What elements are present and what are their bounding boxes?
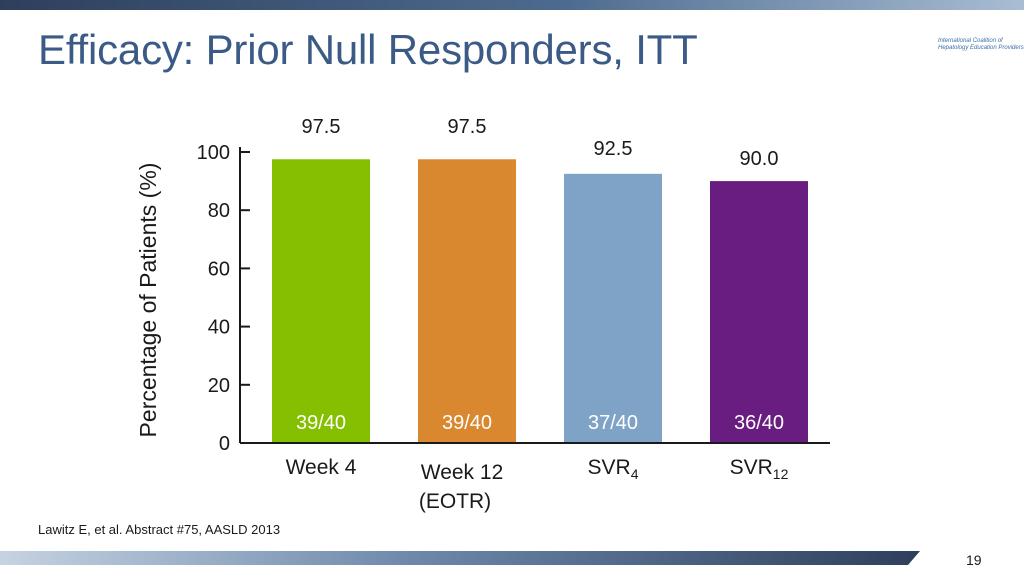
slide-title: Efficacy: Prior Null Responders, ITT (38, 26, 698, 73)
count-label-3: 37/40 (588, 412, 638, 434)
x-category-main-4: SVR (730, 456, 773, 479)
page-number: 19 (966, 552, 982, 568)
y-tick-label-100: 100 (197, 142, 230, 164)
bottom-accent-bar (0, 551, 920, 565)
y-tick-label-60: 60 (208, 258, 230, 280)
y-tick-label-80: 80 (208, 200, 230, 222)
y-tick-label-0: 0 (219, 433, 230, 455)
x-category-main-2: Week 12 (421, 461, 504, 484)
count-label-4: 36/40 (734, 412, 784, 434)
value-label-1: 97.5 (302, 116, 341, 138)
value-label-4: 90.0 (740, 148, 779, 170)
x-category-main-3: SVR (588, 456, 631, 479)
y-axis-title: Percentage of Patients (%) (135, 163, 161, 438)
value-label-2: 97.5 (448, 116, 487, 138)
x-category-label-3: SVR4 (588, 456, 639, 482)
citation-footnote: Lawitz E, et al. Abstract #75, AASLD 201… (38, 522, 281, 537)
y-tick-label-40: 40 (208, 317, 230, 339)
x-category-subscript-4: 12 (773, 466, 789, 482)
count-label-1: 39/40 (296, 412, 346, 434)
logo-line-2: Hepatology Education Providers (938, 45, 1024, 51)
x-category-label-4: SVR12 (730, 456, 789, 482)
count-label-2: 39/40 (442, 412, 492, 434)
bar-4 (710, 181, 808, 443)
top-accent-bar (0, 0, 1024, 10)
x-category-subscript-3: 4 (631, 466, 639, 482)
x-category-label-1: Week 4 (286, 456, 357, 479)
x-category-main-1: Week 4 (286, 456, 357, 479)
x-category-line2-2: (EOTR) (419, 490, 491, 513)
logo-line-1: International Coalition of (938, 38, 1003, 44)
bar-1 (272, 159, 370, 443)
value-label-3: 92.5 (594, 138, 633, 160)
bar-3 (564, 173, 662, 443)
bar-2 (418, 159, 516, 443)
x-category-label-2: Week 12 (421, 461, 504, 484)
organization-logo: International Coalition of Hepatology Ed… (938, 38, 1024, 52)
y-tick-label-20: 20 (208, 375, 230, 397)
